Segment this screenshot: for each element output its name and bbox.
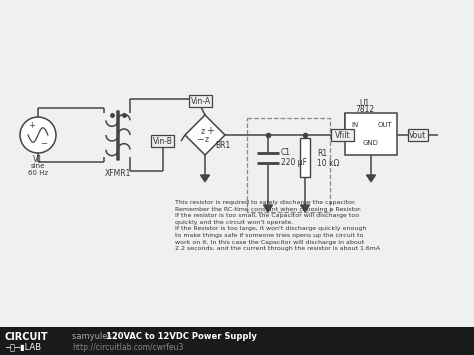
Text: Vin-B: Vin-B [153, 137, 173, 146]
Text: BR1: BR1 [215, 141, 231, 149]
Text: +: + [28, 121, 36, 131]
Text: ─⧹─▮LAB: ─⧹─▮LAB [5, 342, 41, 351]
Text: samyules /: samyules / [72, 332, 120, 341]
Text: +: + [206, 126, 214, 136]
Polygon shape [201, 175, 210, 182]
Bar [247, 118, 330, 212]
Text: z: z [205, 135, 209, 143]
Text: IN: IN [351, 122, 359, 128]
Bar [409, 129, 428, 141]
Bar [152, 135, 174, 147]
Bar [0, 327, 474, 355]
Text: −: − [40, 140, 47, 148]
Text: 60 Hz: 60 Hz [28, 170, 48, 176]
Text: 10 kΩ: 10 kΩ [317, 159, 339, 168]
Text: OUT: OUT [378, 122, 392, 128]
Text: z: z [201, 126, 205, 136]
Text: Vin-A: Vin-A [191, 97, 211, 105]
Circle shape [20, 117, 56, 153]
Text: Vout: Vout [410, 131, 427, 140]
Text: CIRCUIT: CIRCUIT [5, 332, 49, 342]
Text: R1: R1 [317, 149, 327, 158]
Text: 220 μF: 220 μF [281, 158, 307, 167]
Bar [331, 129, 355, 141]
Polygon shape [301, 205, 310, 212]
Bar [345, 113, 397, 155]
Polygon shape [185, 115, 225, 155]
Text: 7812: 7812 [356, 104, 374, 114]
Polygon shape [264, 205, 273, 212]
Text: V1: V1 [33, 154, 43, 164]
Polygon shape [366, 175, 375, 182]
Bar [300, 138, 310, 177]
Text: http://circuitlab.com/cwrfeu3: http://circuitlab.com/cwrfeu3 [72, 343, 183, 352]
Text: Vfilt: Vfilt [335, 131, 351, 140]
Text: −: − [196, 135, 204, 143]
Text: U1: U1 [360, 98, 370, 108]
Text: This resistor is required to safely discharge the capacitor.
Remember the RC-tim: This resistor is required to safely disc… [175, 200, 380, 251]
Text: 120VAC to 12VDC Power Supply: 120VAC to 12VDC Power Supply [106, 332, 257, 341]
Text: GND: GND [363, 140, 379, 146]
Text: XFMR1: XFMR1 [105, 169, 131, 178]
Bar [190, 95, 212, 107]
Text: sine: sine [31, 163, 45, 169]
Text: C1: C1 [281, 148, 291, 157]
